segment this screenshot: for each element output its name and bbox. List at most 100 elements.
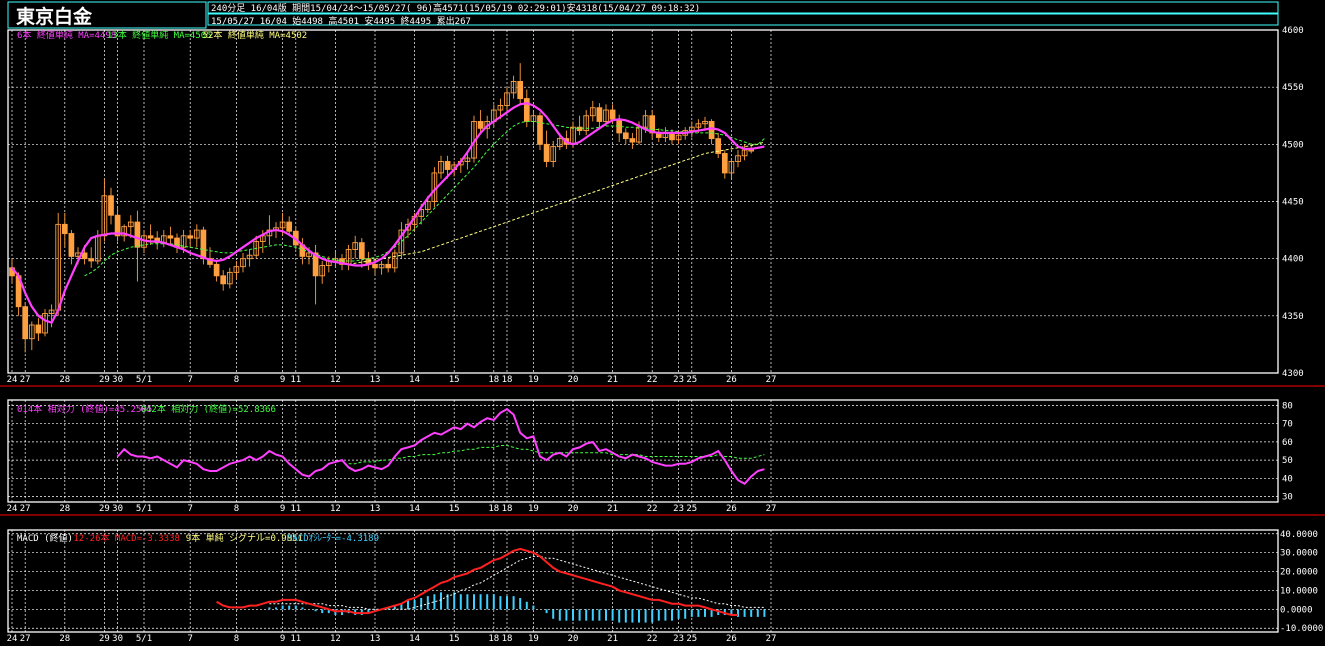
x-tick-label: 14 <box>409 504 420 514</box>
x-tick-label: 5/1 <box>136 634 152 644</box>
price-panel-grid <box>7 29 1279 374</box>
candle-body[interactable] <box>702 121 708 125</box>
candle-body[interactable] <box>721 153 728 174</box>
x-tick-label: 8 <box>234 504 239 514</box>
price-panel[interactable] <box>9 63 765 353</box>
candle-body[interactable] <box>385 263 392 269</box>
candle-body[interactable] <box>220 275 227 285</box>
candle-body[interactable] <box>61 223 68 234</box>
x-tick-label: 18 <box>502 634 513 644</box>
candle-body[interactable] <box>748 149 755 152</box>
candle-body[interactable] <box>583 115 590 132</box>
candle-body[interactable] <box>352 242 359 250</box>
candle-body[interactable] <box>589 107 596 117</box>
candle-body[interactable] <box>121 226 128 237</box>
candle-body[interactable] <box>675 134 682 141</box>
candle-body[interactable] <box>279 221 286 229</box>
candle-body[interactable] <box>398 229 405 254</box>
candle-body[interactable] <box>424 201 431 210</box>
candle-body[interactable] <box>391 252 398 269</box>
candle-body[interactable] <box>88 258 95 262</box>
rsi-14-line[interactable] <box>116 407 765 486</box>
candle-body[interactable] <box>642 115 649 128</box>
candle-body[interactable] <box>438 161 444 174</box>
x-tick-label: 20 <box>568 375 579 385</box>
candle-body[interactable] <box>167 235 174 239</box>
candle-body[interactable] <box>147 235 154 239</box>
candle-body[interactable] <box>372 263 378 269</box>
legend-entry: 042本 相対力 (終値)=52.8366 <box>141 403 276 415</box>
candle-body[interactable] <box>497 105 504 111</box>
macd-line[interactable] <box>216 547 738 616</box>
candle-body[interactable] <box>603 109 609 122</box>
candle-body[interactable] <box>233 266 240 273</box>
panel-frame <box>7 529 1279 633</box>
candle-body[interactable] <box>695 123 702 128</box>
candle-body[interactable] <box>127 221 134 228</box>
candle-body[interactable] <box>193 229 200 239</box>
candle-body[interactable] <box>28 324 35 340</box>
candle-body[interactable] <box>240 258 246 268</box>
x-tick-label: 15 <box>449 375 460 385</box>
candle-body[interactable] <box>378 263 385 269</box>
candle-body[interactable] <box>622 132 629 140</box>
ma-6-line[interactable] <box>11 102 765 325</box>
candle-body[interactable] <box>609 109 616 120</box>
candle-body[interactable] <box>339 258 345 265</box>
candle-body[interactable] <box>312 252 319 277</box>
ma-52-line[interactable] <box>348 141 765 265</box>
candle-body[interactable] <box>741 149 748 157</box>
candle-body[interactable] <box>246 254 253 260</box>
candle-body[interactable] <box>213 263 220 277</box>
candle-body[interactable] <box>48 309 55 314</box>
candle-body[interactable] <box>504 92 510 106</box>
y-tick-label: 30 <box>1282 493 1293 503</box>
candle-body[interactable] <box>319 265 326 277</box>
candle-body[interactable] <box>550 146 557 162</box>
candle-body[interactable] <box>510 80 517 94</box>
candle-body[interactable] <box>728 161 735 174</box>
candle-body[interactable] <box>306 252 312 257</box>
candle-body[interactable] <box>180 235 187 248</box>
y-tick-label: 4500 <box>1282 140 1304 150</box>
candle-body[interactable] <box>537 115 543 145</box>
candle-body[interactable] <box>134 221 141 248</box>
ma-13-line[interactable] <box>84 121 765 277</box>
candle-body[interactable] <box>715 138 722 154</box>
rsi-panel[interactable] <box>116 407 765 486</box>
candle-body[interactable] <box>543 143 550 162</box>
candle-body[interactable] <box>477 121 484 129</box>
candle-body[interactable] <box>596 107 603 122</box>
candle-body[interactable] <box>629 138 636 143</box>
candle-body[interactable] <box>200 229 207 260</box>
candle-body[interactable] <box>444 161 451 170</box>
candle-body[interactable] <box>688 126 695 132</box>
x-tick-label: 13 <box>370 375 381 385</box>
candle-body[interactable] <box>108 195 114 216</box>
candle-body[interactable] <box>187 235 194 239</box>
signal-line[interactable] <box>269 555 765 610</box>
candle-body[interactable] <box>464 157 471 162</box>
candle-body[interactable] <box>708 121 715 140</box>
candle-body[interactable] <box>68 233 75 257</box>
candle-body[interactable] <box>523 98 530 122</box>
candle-body[interactable] <box>253 241 260 256</box>
candle-body[interactable] <box>35 324 42 334</box>
candle-body[interactable] <box>358 242 365 260</box>
candle-body[interactable] <box>405 223 411 231</box>
candle-body[interactable] <box>517 80 524 100</box>
candle-body[interactable] <box>556 138 563 148</box>
macd-panel[interactable] <box>216 547 766 623</box>
candle-body[interactable] <box>81 252 88 260</box>
x-tick-label: 27 <box>766 634 777 644</box>
candle-body[interactable] <box>286 221 293 232</box>
chart-title: 東京白金 <box>16 5 93 28</box>
candle-body[interactable] <box>154 237 161 244</box>
candle-body[interactable] <box>735 155 741 162</box>
candle-body[interactable] <box>114 214 121 237</box>
candle-body[interactable] <box>226 271 233 285</box>
candle-body[interactable] <box>576 126 583 132</box>
x-tick-label: 22 <box>647 375 658 385</box>
candle-body[interactable] <box>22 306 29 340</box>
candle-body[interactable] <box>42 313 48 334</box>
